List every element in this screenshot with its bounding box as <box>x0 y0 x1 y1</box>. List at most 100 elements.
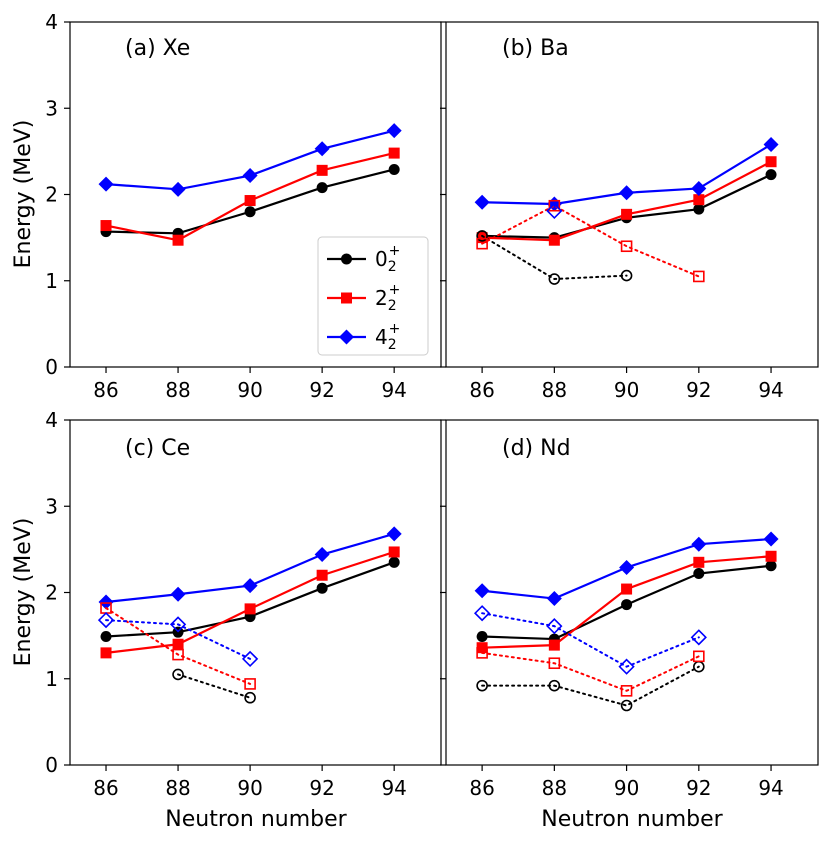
legend-entry-4-2: 42+ <box>327 321 400 353</box>
y-tick-label: 0 <box>45 753 58 777</box>
data-point-square <box>172 638 184 650</box>
data-point-diamond <box>691 180 707 196</box>
panel-title-d: (d) Nd <box>502 436 571 461</box>
legend-marker-square <box>341 292 352 304</box>
y-tick-label: 3 <box>45 96 58 120</box>
data-point-square <box>693 556 705 568</box>
data-point-circle <box>548 679 561 692</box>
data-point-diamond <box>474 583 490 599</box>
x-tick-label: 90 <box>237 776 262 800</box>
x-axis-label-left: Neutron number <box>165 807 347 832</box>
series-square-dotted <box>476 647 705 697</box>
data-point-circle <box>388 163 400 175</box>
x-tick-label: 90 <box>614 776 639 800</box>
data-point-square <box>100 220 112 232</box>
panel-title-a: (a) Xe <box>125 36 190 61</box>
x-tick-label: 88 <box>165 776 190 800</box>
data-point-diamond <box>98 594 114 610</box>
x-tick-label: 94 <box>758 776 783 800</box>
data-point-diamond <box>314 547 330 563</box>
data-point-diamond <box>690 629 707 646</box>
y-tick-label: 1 <box>45 269 58 293</box>
series-line <box>105 619 252 660</box>
data-point-circle <box>621 599 633 611</box>
data-point-diamond <box>618 658 635 675</box>
data-point-square <box>244 195 256 207</box>
series-line <box>105 607 252 685</box>
x-tick-label: 92 <box>686 776 711 800</box>
data-point-square <box>316 569 328 581</box>
data-point-circle <box>476 630 488 642</box>
data-point-diamond <box>386 526 402 542</box>
data-point-square <box>172 648 184 661</box>
panel-a-xe: 86 88 90 92 94 0 1 2 3 4 <box>45 10 442 402</box>
legend-label-1-base: 2 <box>375 286 388 310</box>
y-tick-label: 2 <box>45 581 58 605</box>
data-point-circle <box>244 691 256 704</box>
data-point-circle <box>620 269 633 282</box>
data-point-diamond <box>546 591 562 607</box>
data-point-square <box>693 194 705 206</box>
panel-c-ce: 86 88 90 92 94 0 1 2 3 4 <box>45 408 442 800</box>
legend-marker-circle <box>341 253 352 265</box>
series-circle-solid <box>476 169 777 244</box>
series-circle-dotted <box>476 230 633 285</box>
panel-b-ba: 86 88 90 92 94 <box>440 21 819 402</box>
legend-label-2-sub: 2 <box>388 337 397 353</box>
legend-label-0-base: 0 <box>375 247 388 271</box>
data-point-circle <box>100 630 112 642</box>
panel-title-c: (c) Ce <box>125 436 190 461</box>
data-point-circle <box>765 169 777 181</box>
series-line <box>177 673 252 699</box>
data-point-square <box>621 583 633 595</box>
data-point-square <box>548 199 561 212</box>
data-point-square <box>548 639 560 651</box>
legend: 02+ 22+ 42+ <box>317 236 429 356</box>
x-tick-label: 94 <box>381 378 406 402</box>
y-axis-label-bottom: Energy (MeV) <box>11 518 36 667</box>
x-tick-label: 90 <box>237 378 262 402</box>
series-line <box>104 561 396 638</box>
data-point-circle <box>244 206 256 218</box>
data-point-diamond <box>97 611 115 629</box>
data-point-diamond <box>242 168 258 184</box>
data-point-circle <box>693 203 705 215</box>
series-line <box>481 204 700 278</box>
panel-d-nd: 86 88 90 92 94 <box>440 419 819 800</box>
x-tick-label: 86 <box>469 776 494 800</box>
data-point-circle <box>476 679 488 692</box>
data-point-diamond <box>546 202 563 220</box>
data-point-square <box>548 234 560 246</box>
data-point-diamond <box>98 176 114 192</box>
data-point-diamond <box>170 586 186 602</box>
legend-label-1-sup: + <box>389 282 401 298</box>
x-tick-label: 88 <box>542 776 567 800</box>
data-point-diamond <box>241 650 259 668</box>
data-point-circle <box>316 182 328 194</box>
svg-text:42+: 42+ <box>375 321 400 353</box>
data-point-diamond <box>169 616 187 633</box>
data-point-circle <box>172 668 184 681</box>
data-point-square <box>388 147 400 159</box>
data-point-square <box>548 657 561 670</box>
y-tick-label: 1 <box>45 667 58 691</box>
data-point-circle <box>316 582 328 594</box>
x-tick-label: 94 <box>758 378 783 402</box>
x-tick-label: 92 <box>686 378 711 402</box>
data-point-square <box>476 232 488 244</box>
x-tick-label: 92 <box>309 378 334 402</box>
series-circle-dotted <box>172 668 256 704</box>
svg-text:02+: 02+ <box>375 243 400 275</box>
data-point-circle <box>476 230 488 242</box>
data-point-square <box>693 650 705 663</box>
data-point-square <box>476 647 488 659</box>
data-point-diamond <box>619 559 635 575</box>
data-point-circle <box>620 699 633 712</box>
x-tick-label: 92 <box>309 776 334 800</box>
data-point-diamond <box>242 578 258 594</box>
series-diamond-dotted <box>97 611 259 668</box>
series-line <box>481 160 773 242</box>
legend-label-0-sub: 2 <box>388 259 397 275</box>
series-diamond-solid <box>474 136 779 212</box>
